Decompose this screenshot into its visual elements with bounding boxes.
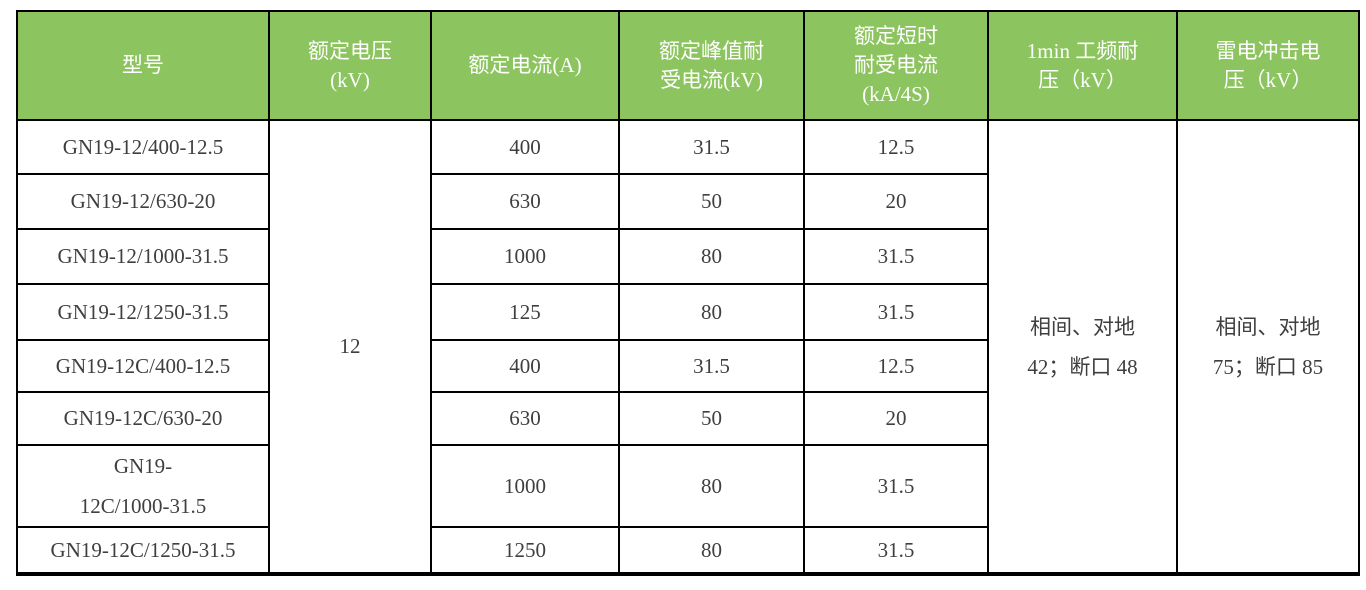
model-text: GN19-12/1250-31.5 bbox=[57, 299, 229, 324]
cell-short-time-current: 31.5 bbox=[803, 228, 989, 285]
spec-table-container: 型号 额定电压 (kV) 额定电流(A) 额定峰值耐 受电流(kV) 额定短时 … bbox=[16, 10, 1360, 576]
model-text: GN19-12/630-20 bbox=[70, 189, 216, 213]
table-row: GN19-12/1250-31.5 125 80 31.5 bbox=[16, 283, 1359, 341]
header-lightning-line: 雷电冲击电 bbox=[1215, 38, 1321, 63]
header-lightning-line: 压（kV） bbox=[1223, 67, 1313, 92]
header-short-time-line: 耐受电流 bbox=[854, 53, 938, 77]
cell-model: GN19- 12C/1000-31.5 bbox=[16, 444, 270, 528]
cell-short-time-current: 31.5 bbox=[803, 283, 989, 341]
table-row: GN19-12C/1250-31.5 1250 80 31.5 bbox=[16, 526, 1359, 575]
cell-peak-current: 80 bbox=[618, 283, 805, 341]
table-row: GN19-12C/400-12.5 400 31.5 12.5 bbox=[16, 339, 1359, 393]
header-lightning-impulse-voltage: 雷电冲击电 压（kV） bbox=[1176, 10, 1360, 121]
header-short-time-line: (kA/4S) bbox=[862, 82, 930, 106]
power-frequency-text: 相间、对地 bbox=[1030, 314, 1135, 339]
cell-peak-current: 50 bbox=[618, 173, 805, 230]
model-text: GN19-12C/630-20 bbox=[63, 406, 223, 430]
header-model-label: 型号 bbox=[122, 53, 164, 77]
header-power-frequency-line: 压（kV） bbox=[1038, 67, 1127, 92]
cell-peak-current: 50 bbox=[618, 391, 805, 446]
cell-short-time-current: 12.5 bbox=[803, 339, 989, 393]
model-text: GN19-12C/1250-31.5 bbox=[50, 537, 236, 562]
power-frequency-text: 42；断口 48 bbox=[1027, 354, 1138, 379]
lightning-impulse-text: 相间、对地 bbox=[1215, 314, 1321, 339]
cell-rated-current: 1000 bbox=[430, 444, 620, 528]
cell-rated-current: 630 bbox=[430, 391, 620, 446]
header-peak-withstand-line: 受电流(kV) bbox=[660, 67, 763, 92]
model-text: 12C/1000-31.5 bbox=[79, 494, 207, 518]
lightning-impulse-text: 75；断口 85 bbox=[1212, 354, 1324, 379]
cell-rated-voltage-merged: 12 bbox=[268, 119, 432, 575]
header-rated-voltage-line: (kV) bbox=[330, 67, 370, 92]
cell-short-time-current: 20 bbox=[803, 391, 989, 446]
header-row: 型号 额定电压 (kV) 额定电流(A) 额定峰值耐 受电流(kV) 额定短时 … bbox=[16, 10, 1360, 121]
table-row: GN19-12C/630-20 630 50 20 bbox=[16, 391, 1359, 446]
cell-peak-current: 80 bbox=[618, 526, 805, 575]
header-short-time-line: 额定短时 bbox=[854, 24, 938, 48]
table-row: GN19-12/630-20 630 50 20 bbox=[16, 173, 1359, 230]
cell-rated-current: 125 bbox=[430, 283, 620, 341]
header-power-frequency-line: 1min 工频耐 bbox=[1026, 38, 1139, 63]
cell-lightning-impulse-merged: 相间、对地 75；断口 85 bbox=[1176, 119, 1360, 575]
header-rated-current: 额定电流(A) bbox=[430, 10, 620, 121]
model-text: GN19-12/1000-31.5 bbox=[57, 244, 229, 268]
cell-peak-current: 31.5 bbox=[618, 119, 805, 175]
cell-model: GN19-12/1000-31.5 bbox=[16, 228, 270, 285]
cell-rated-current: 1250 bbox=[430, 526, 620, 575]
table-row: GN19- 12C/1000-31.5 1000 80 31.5 bbox=[16, 444, 1359, 528]
cell-short-time-current: 31.5 bbox=[803, 526, 989, 575]
model-text: GN19-12C/400-12.5 bbox=[55, 353, 231, 378]
cell-power-frequency-merged: 相间、对地 42；断口 48 bbox=[987, 119, 1178, 575]
model-text: GN19-12/400-12.5 bbox=[62, 134, 224, 159]
header-rated-voltage-line: 额定电压 bbox=[308, 38, 392, 63]
cell-peak-current: 80 bbox=[618, 228, 805, 285]
cell-model: GN19-12/1250-31.5 bbox=[16, 283, 270, 341]
model-text: GN19- bbox=[113, 454, 173, 478]
header-short-time-withstand-current: 额定短时 耐受电流 (kA/4S) bbox=[803, 10, 989, 121]
table-row: GN19-12/400-12.5 12 400 31.5 12.5 相间、对地 … bbox=[16, 119, 1360, 575]
header-model: 型号 bbox=[16, 10, 270, 121]
header-peak-withstand-line: 额定峰值耐 bbox=[659, 38, 764, 63]
cell-peak-current: 31.5 bbox=[618, 339, 805, 393]
cell-rated-current: 1000 bbox=[430, 228, 620, 285]
cell-rated-current: 630 bbox=[430, 173, 620, 230]
cell-model: GN19-12C/630-20 bbox=[16, 391, 270, 446]
header-power-frequency-voltage: 1min 工频耐 压（kV） bbox=[987, 10, 1178, 121]
table-row: GN19-12/1000-31.5 1000 80 31.5 bbox=[16, 228, 1359, 285]
cell-short-time-current: 31.5 bbox=[803, 444, 989, 528]
cell-model: GN19-12/400-12.5 bbox=[16, 119, 270, 175]
header-rated-current-label: 额定电流(A) bbox=[468, 53, 582, 77]
header-rated-voltage: 额定电压 (kV) bbox=[268, 10, 432, 121]
cell-peak-current: 80 bbox=[618, 444, 805, 528]
header-peak-withstand-current: 额定峰值耐 受电流(kV) bbox=[618, 10, 805, 121]
cell-model: GN19-12C/1250-31.5 bbox=[16, 526, 270, 575]
cell-short-time-current: 20 bbox=[803, 173, 989, 230]
spec-table: 型号 额定电压 (kV) 额定电流(A) 额定峰值耐 受电流(kV) 额定短时 … bbox=[16, 10, 1360, 576]
cell-model: GN19-12C/400-12.5 bbox=[16, 339, 270, 393]
cell-rated-current: 400 bbox=[430, 119, 620, 175]
cell-rated-current: 400 bbox=[430, 339, 620, 393]
cell-short-time-current: 12.5 bbox=[803, 119, 989, 175]
cell-model: GN19-12/630-20 bbox=[16, 173, 270, 230]
